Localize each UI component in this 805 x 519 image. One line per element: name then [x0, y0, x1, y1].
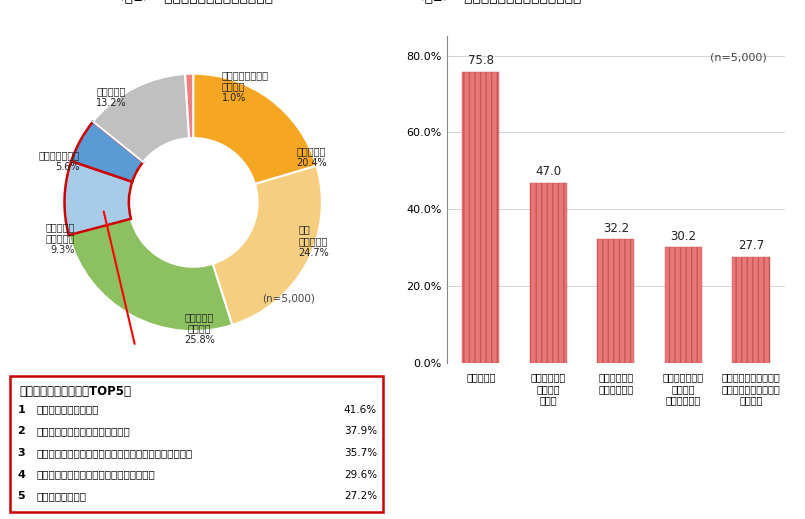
Text: やや
検討したい
24.7%: やや 検討したい 24.7%	[299, 224, 329, 257]
Text: 37.9%: 37.9%	[344, 426, 377, 436]
Text: 5: 5	[18, 491, 25, 501]
Wedge shape	[213, 166, 322, 325]
Bar	[665, 247, 702, 363]
Text: あまり検討
したくない
9.3%: あまり検討 したくない 9.3%	[45, 222, 75, 255]
Text: (n=5,000): (n=5,000)	[262, 294, 316, 304]
Wedge shape	[193, 74, 316, 184]
Text: 27.7: 27.7	[738, 239, 764, 252]
Text: 41.6%: 41.6%	[344, 404, 377, 415]
Text: 29.6%: 29.6%	[344, 470, 377, 480]
Text: <図2>  電力会社切り替え選択の重視点: <図2> 電力会社切り替え選択の重視点	[413, 0, 581, 4]
FancyBboxPatch shape	[10, 376, 382, 512]
Text: 27.2%: 27.2%	[344, 491, 377, 501]
Wedge shape	[64, 161, 132, 235]
Text: 32.2: 32.2	[603, 222, 629, 235]
Text: わからない
13.2%: わからない 13.2%	[96, 86, 126, 107]
Text: 電気代が抑制されるとは思えない: 電気代が抑制されるとは思えない	[36, 426, 130, 436]
Text: 35.7%: 35.7%	[344, 448, 377, 458]
Text: 検討したい
20.4%: 検討したい 20.4%	[296, 146, 327, 168]
Wedge shape	[72, 121, 143, 182]
Bar	[733, 257, 770, 363]
Text: <図1>  電力会社切り替えの検討意向: <図1> 電力会社切り替えの検討意向	[114, 0, 273, 3]
Text: 47.0: 47.0	[535, 165, 561, 178]
Text: 既に新たな契約を
予約済み
1.0%: 既に新たな契約を 予約済み 1.0%	[221, 70, 269, 103]
Wedge shape	[185, 74, 193, 138]
Text: 75.8: 75.8	[468, 54, 493, 67]
Text: 1: 1	[18, 404, 25, 415]
Text: 3: 3	[18, 448, 25, 458]
Text: どちらとも
言えない
25.8%: どちらとも 言えない 25.8%	[184, 312, 215, 345]
Text: 手続きが面倒だと思う: 手続きが面倒だと思う	[36, 404, 99, 415]
Text: 現状に不満がない: 現状に不満がない	[36, 491, 86, 501]
Bar	[530, 183, 567, 363]
Bar	[597, 239, 634, 363]
Text: 30.2: 30.2	[671, 229, 696, 242]
Text: どういった会社を選んで良いかわからない: どういった会社を選んで良いかわからない	[36, 470, 155, 480]
Text: 検討したくない
5.6%: 検討したくない 5.6%	[39, 151, 80, 172]
Text: 今は自分にとってのメリットが想像できず考えられない: 今は自分にとってのメリットが想像できず考えられない	[36, 448, 192, 458]
Text: 『非検討意向の理由　TOP5』: 『非検討意向の理由 TOP5』	[19, 385, 131, 398]
Wedge shape	[68, 219, 232, 331]
Text: 4: 4	[18, 470, 26, 480]
Text: (n=5,000): (n=5,000)	[711, 53, 767, 63]
Text: 2: 2	[18, 426, 25, 436]
Wedge shape	[93, 74, 189, 162]
Bar	[462, 72, 499, 363]
